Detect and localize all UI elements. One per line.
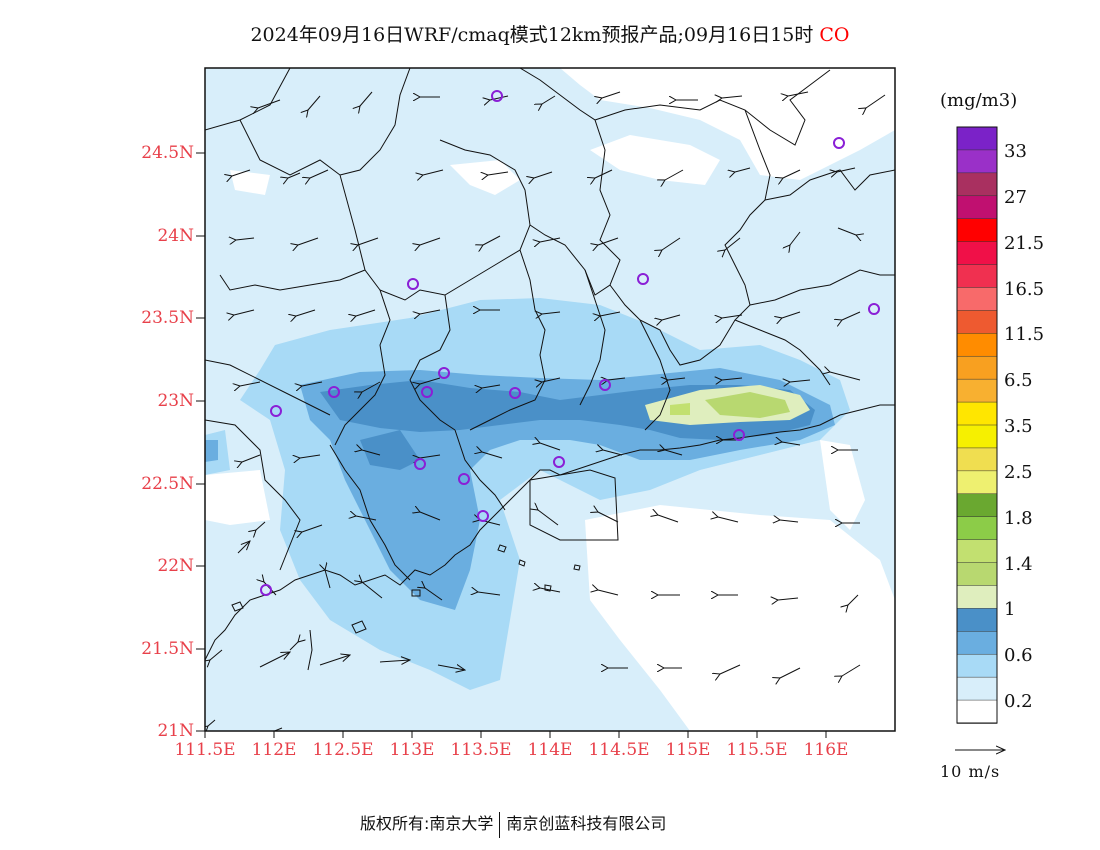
colorbar-swatch [956, 195, 998, 220]
concentration-field [205, 68, 895, 731]
title-text: 2024年09月16日WRF/cmaq模式12km预报产品;09月16日15时 [250, 24, 814, 46]
colorbar-swatch [956, 401, 998, 426]
x-tick-label: 112E [251, 740, 297, 760]
colorbar-swatch [956, 699, 998, 724]
boundaries [205, 68, 895, 671]
y-tick-label: 23N [157, 391, 194, 411]
x-tick-label: 113E [389, 740, 435, 760]
wind-vectors [208, 91, 886, 731]
species-label: CO [819, 24, 850, 46]
x-tick-label: 112.5E [312, 740, 374, 760]
y-tick-label: 23.5N [141, 308, 194, 328]
colorbar-swatch [956, 424, 998, 449]
colorbar-label: 21.5 [1004, 233, 1045, 254]
copyright-footer: 版权所有:南京大学 南京创蓝科技有限公司 [360, 810, 666, 838]
y-tick-label: 24N [157, 226, 194, 246]
colorbar-swatch [956, 287, 998, 312]
colorbar-label: 16.5 [1004, 279, 1045, 300]
x-tick-label: 115.5E [726, 740, 788, 760]
footer-divider [499, 811, 501, 838]
y-tick-label: 21N [157, 721, 194, 741]
colorbar-swatch [956, 608, 998, 633]
colorbar-label: 0.2 [1004, 691, 1033, 712]
x-tick-label: 111.5E [174, 740, 236, 760]
colorbar-swatch [956, 470, 998, 495]
colorbar-label: 6.5 [1004, 370, 1033, 391]
x-tick-label: 114.5E [588, 740, 650, 760]
colorbar-label: 27 [1004, 187, 1027, 208]
colorbar [956, 126, 998, 724]
colorbar-frame [956, 126, 998, 724]
colorbar-swatch [956, 562, 998, 587]
colorbar-swatch [956, 126, 998, 151]
colorbar-swatch [956, 516, 998, 541]
colorbar-swatch [956, 172, 998, 197]
footer-right: 南京创蓝科技有限公司 [506, 814, 667, 833]
y-tick-label: 22N [157, 556, 194, 576]
y-tick-label: 21.5N [141, 639, 194, 659]
colorbar-swatch [956, 653, 998, 678]
reference-vector-label: 10 m/s [940, 762, 1001, 781]
colorbar-swatch [956, 585, 998, 610]
colorbar-swatch [956, 333, 998, 357]
colorbar-swatch [956, 493, 998, 518]
footer-left: 版权所有:南京大学 [360, 814, 494, 833]
colorbar-swatch [956, 241, 998, 266]
y-tick-label: 22.5N [141, 474, 194, 494]
colorbar-swatch [956, 149, 998, 174]
colorbar-swatch [956, 355, 998, 380]
units-label: (mg/m3) [940, 90, 1018, 111]
colorbar-swatch [956, 218, 998, 243]
colorbar-label: 1 [1004, 599, 1016, 620]
x-tick-label: 114E [527, 740, 573, 760]
colorbar-swatch [956, 447, 998, 472]
colorbar-swatch [956, 264, 998, 289]
y-tick-label: 24.5N [141, 143, 194, 163]
colorbar-swatch [956, 539, 998, 564]
x-tick-label: 115E [665, 740, 711, 760]
colorbar-label: 3.5 [1004, 416, 1033, 437]
chart-title: 2024年09月16日WRF/cmaq模式12km预报产品;09月16日15时 C… [0, 20, 1100, 47]
colorbar-label: 33 [1004, 141, 1027, 162]
colorbar-swatch [956, 676, 998, 701]
colorbar-swatch [956, 378, 998, 403]
x-tick-label: 113.5E [450, 740, 512, 760]
station-markers [260, 90, 880, 596]
colorbar-swatch [956, 631, 998, 655]
axis-ticks [196, 152, 827, 738]
wind-vectors-east [237, 541, 465, 670]
colorbar-label: 0.6 [1004, 645, 1033, 666]
colorbar-label: 1.8 [1004, 508, 1033, 529]
x-tick-label: 116E [803, 740, 849, 760]
colorbar-swatch [956, 310, 998, 335]
colorbar-label: 11.5 [1004, 324, 1045, 345]
colorbar-label: 1.4 [1004, 554, 1033, 575]
colorbar-label: 2.5 [1004, 462, 1033, 483]
